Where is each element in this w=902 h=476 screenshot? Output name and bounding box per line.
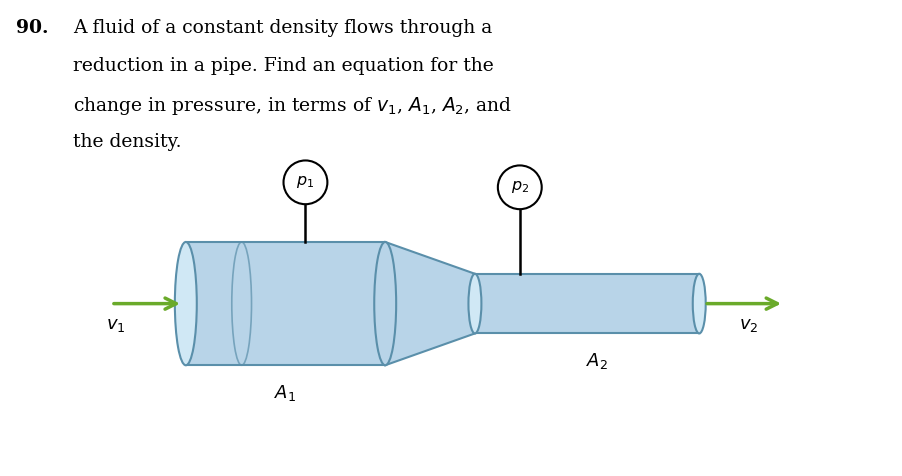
Polygon shape — [186, 242, 385, 365]
Ellipse shape — [373, 242, 396, 365]
Ellipse shape — [468, 274, 481, 334]
Text: $v_2$: $v_2$ — [739, 316, 758, 334]
Circle shape — [497, 166, 541, 209]
Text: $A_2$: $A_2$ — [585, 351, 607, 371]
Text: $p_2$: $p_2$ — [511, 179, 529, 195]
Text: reduction in a pipe. Find an equation for the: reduction in a pipe. Find an equation fo… — [73, 57, 493, 75]
Text: $v_1$: $v_1$ — [106, 316, 125, 334]
Circle shape — [283, 160, 327, 204]
Text: $p_1$: $p_1$ — [296, 174, 314, 190]
Text: the density.: the density. — [73, 133, 181, 150]
Polygon shape — [474, 274, 698, 334]
Text: 90.: 90. — [16, 20, 49, 37]
Ellipse shape — [175, 242, 197, 365]
Text: A fluid of a constant density flows through a: A fluid of a constant density flows thro… — [73, 20, 492, 37]
Ellipse shape — [692, 274, 705, 334]
Text: $A_1$: $A_1$ — [274, 383, 296, 403]
Polygon shape — [385, 242, 474, 365]
Text: change in pressure, in terms of $v_1$, $A_1$, $A_2$, and: change in pressure, in terms of $v_1$, $… — [73, 95, 512, 117]
